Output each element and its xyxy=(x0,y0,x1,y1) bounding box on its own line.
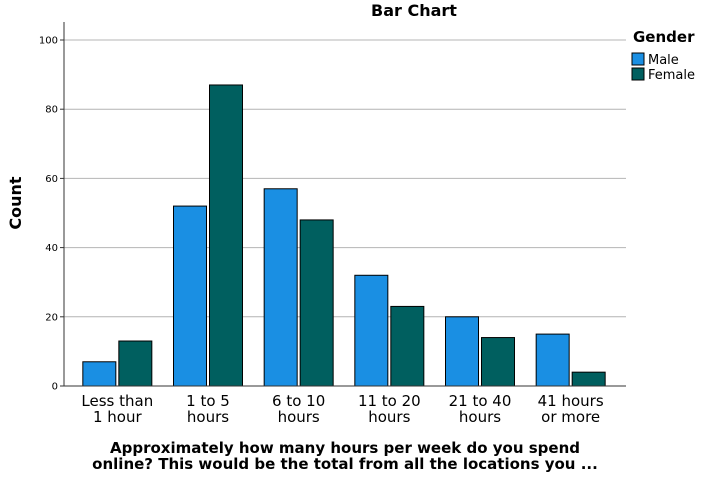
x-axis-label: Approximately how many hours per week do… xyxy=(92,439,598,473)
bar-female xyxy=(118,340,153,387)
grid-lines xyxy=(64,39,626,318)
bar-male xyxy=(354,274,389,387)
bar-female xyxy=(481,337,515,387)
x-tick-label: 41 hours or more xyxy=(538,392,604,426)
x-tick-label: 21 to 40 hours xyxy=(449,392,512,426)
chart-title: Bar Chart xyxy=(371,1,457,20)
y-tick-label: 0 xyxy=(52,382,58,393)
bar-male xyxy=(535,333,570,387)
bar-male xyxy=(173,205,207,387)
bar-female xyxy=(299,219,334,387)
bars xyxy=(82,84,606,387)
x-tick-label: 6 to 10 hours xyxy=(272,392,325,426)
bar-male xyxy=(82,361,117,387)
y-tick-label: 100 xyxy=(39,36,58,47)
x-tick-label: 1 to 5 hours xyxy=(186,392,230,426)
y-tick-label: 80 xyxy=(45,105,58,116)
bar-female xyxy=(209,84,243,387)
x-axis-label-line: Approximately how many hours per week do… xyxy=(110,439,580,457)
y-tick-label: 20 xyxy=(45,312,58,323)
x-axis-label-line: online? This would be the total from all… xyxy=(92,455,598,473)
legend-swatch-male xyxy=(631,52,645,66)
bar-male xyxy=(445,316,479,387)
y-axis-label: Count xyxy=(6,176,25,230)
x-tick-label: 11 to 20 hours xyxy=(358,392,421,426)
bar-female xyxy=(390,305,425,387)
legend-label-female: Female xyxy=(648,68,695,83)
y-axis-ticks: 0 20 40 60 80 100 xyxy=(39,36,64,393)
legend-label-male: Male xyxy=(648,53,679,68)
bar-male xyxy=(263,188,298,387)
legend-title: Gender xyxy=(633,28,695,46)
x-axis-ticks: Less than 1 hour 1 to 5 hours 6 to 10 hours 11… xyxy=(81,392,603,426)
y-tick-label: 40 xyxy=(45,243,58,254)
y-tick-label: 60 xyxy=(45,174,58,185)
legend-swatch-female xyxy=(631,67,645,81)
x-tick-label: Less than 1 hour xyxy=(81,392,153,426)
bar-female xyxy=(571,371,606,387)
